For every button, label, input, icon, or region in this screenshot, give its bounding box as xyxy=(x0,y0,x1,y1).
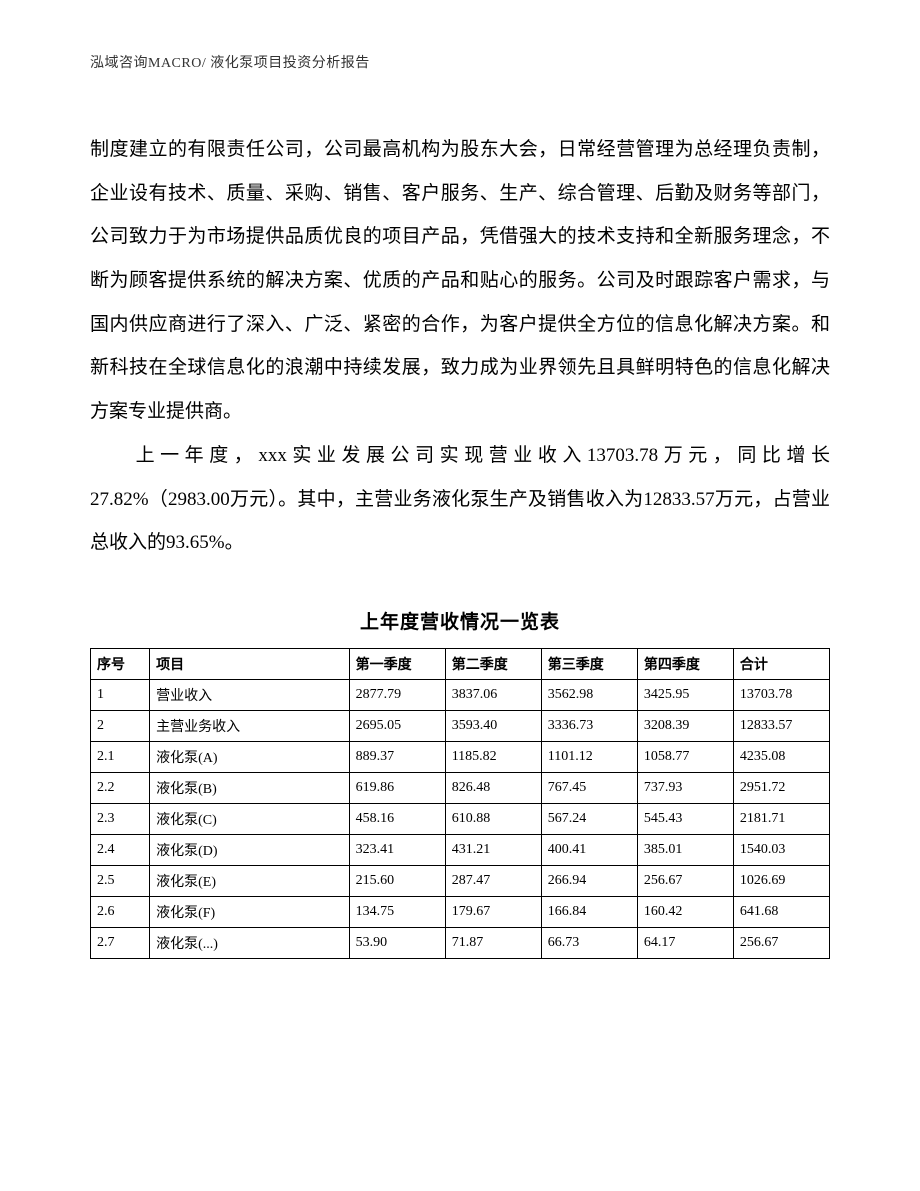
cell: 166.84 xyxy=(541,896,637,927)
cell: 主营业务收入 xyxy=(150,710,350,741)
cell: 3593.40 xyxy=(445,710,541,741)
cell: 567.24 xyxy=(541,803,637,834)
cell: 3208.39 xyxy=(637,710,733,741)
table-row: 1 营业收入 2877.79 3837.06 3562.98 3425.95 1… xyxy=(91,679,830,710)
cell: 液化泵(...) xyxy=(150,927,350,958)
col-total: 合计 xyxy=(733,648,829,679)
cell: 256.67 xyxy=(637,865,733,896)
cell: 1185.82 xyxy=(445,741,541,772)
cell: 64.17 xyxy=(637,927,733,958)
revenue-table: 序号 项目 第一季度 第二季度 第三季度 第四季度 合计 1 营业收入 2877… xyxy=(90,648,830,959)
cell: 256.67 xyxy=(733,927,829,958)
col-item: 项目 xyxy=(150,648,350,679)
cell: 2.5 xyxy=(91,865,150,896)
col-q1: 第一季度 xyxy=(349,648,445,679)
cell: 71.87 xyxy=(445,927,541,958)
table-body: 1 营业收入 2877.79 3837.06 3562.98 3425.95 1… xyxy=(91,679,830,958)
cell: 53.90 xyxy=(349,927,445,958)
cell: 641.68 xyxy=(733,896,829,927)
cell: 3425.95 xyxy=(637,679,733,710)
cell: 66.73 xyxy=(541,927,637,958)
cell: 2.4 xyxy=(91,834,150,865)
paragraph-2: 上一年度，xxx实业发展公司实现营业收入13703.78万元，同比增长27.82… xyxy=(90,434,830,565)
cell: 1101.12 xyxy=(541,741,637,772)
cell: 液化泵(C) xyxy=(150,803,350,834)
table-row: 2.4 液化泵(D) 323.41 431.21 400.41 385.01 1… xyxy=(91,834,830,865)
cell: 1540.03 xyxy=(733,834,829,865)
cell: 1026.69 xyxy=(733,865,829,896)
cell: 2181.71 xyxy=(733,803,829,834)
cell: 287.47 xyxy=(445,865,541,896)
cell: 2 xyxy=(91,710,150,741)
table-row: 2.2 液化泵(B) 619.86 826.48 767.45 737.93 2… xyxy=(91,772,830,803)
col-q2: 第二季度 xyxy=(445,648,541,679)
cell: 458.16 xyxy=(349,803,445,834)
cell: 2.2 xyxy=(91,772,150,803)
cell: 13703.78 xyxy=(733,679,829,710)
cell: 2.3 xyxy=(91,803,150,834)
table-row: 2.3 液化泵(C) 458.16 610.88 567.24 545.43 2… xyxy=(91,803,830,834)
cell: 3837.06 xyxy=(445,679,541,710)
paragraph-1: 制度建立的有限责任公司，公司最高机构为股东大会，日常经营管理为总经理负责制，企业… xyxy=(90,128,830,434)
cell: 2695.05 xyxy=(349,710,445,741)
cell: 4235.08 xyxy=(733,741,829,772)
cell: 826.48 xyxy=(445,772,541,803)
col-q4: 第四季度 xyxy=(637,648,733,679)
cell: 400.41 xyxy=(541,834,637,865)
cell: 889.37 xyxy=(349,741,445,772)
cell: 3336.73 xyxy=(541,710,637,741)
header-text: 泓域咨询MACRO/ 液化泵项目投资分析报告 xyxy=(90,56,370,71)
cell: 160.42 xyxy=(637,896,733,927)
cell: 619.86 xyxy=(349,772,445,803)
col-q3: 第三季度 xyxy=(541,648,637,679)
table-row: 2.1 液化泵(A) 889.37 1185.82 1101.12 1058.7… xyxy=(91,741,830,772)
cell: 3562.98 xyxy=(541,679,637,710)
cell: 液化泵(B) xyxy=(150,772,350,803)
cell: 610.88 xyxy=(445,803,541,834)
cell: 2.6 xyxy=(91,896,150,927)
cell: 2951.72 xyxy=(733,772,829,803)
cell: 767.45 xyxy=(541,772,637,803)
cell: 385.01 xyxy=(637,834,733,865)
cell: 545.43 xyxy=(637,803,733,834)
table-row: 2.5 液化泵(E) 215.60 287.47 266.94 256.67 1… xyxy=(91,865,830,896)
page-header: 泓域咨询MACRO/ 液化泵项目投资分析报告 xyxy=(90,52,830,72)
cell: 1 xyxy=(91,679,150,710)
cell: 431.21 xyxy=(445,834,541,865)
cell: 12833.57 xyxy=(733,710,829,741)
cell: 266.94 xyxy=(541,865,637,896)
body-text: 制度建立的有限责任公司，公司最高机构为股东大会，日常经营管理为总经理负责制，企业… xyxy=(90,128,830,565)
table-row: 2 主营业务收入 2695.05 3593.40 3336.73 3208.39… xyxy=(91,710,830,741)
cell: 134.75 xyxy=(349,896,445,927)
table-row: 2.6 液化泵(F) 134.75 179.67 166.84 160.42 6… xyxy=(91,896,830,927)
table-row: 2.7 液化泵(...) 53.90 71.87 66.73 64.17 256… xyxy=(91,927,830,958)
cell: 2.1 xyxy=(91,741,150,772)
cell: 营业收入 xyxy=(150,679,350,710)
cell: 液化泵(F) xyxy=(150,896,350,927)
cell: 1058.77 xyxy=(637,741,733,772)
col-seq: 序号 xyxy=(91,648,150,679)
table-title: 上年度营收情况一览表 xyxy=(90,607,830,634)
cell: 液化泵(D) xyxy=(150,834,350,865)
cell: 2877.79 xyxy=(349,679,445,710)
cell: 179.67 xyxy=(445,896,541,927)
table-header-row: 序号 项目 第一季度 第二季度 第三季度 第四季度 合计 xyxy=(91,648,830,679)
cell: 737.93 xyxy=(637,772,733,803)
cell: 液化泵(A) xyxy=(150,741,350,772)
cell: 215.60 xyxy=(349,865,445,896)
cell: 液化泵(E) xyxy=(150,865,350,896)
cell: 323.41 xyxy=(349,834,445,865)
cell: 2.7 xyxy=(91,927,150,958)
